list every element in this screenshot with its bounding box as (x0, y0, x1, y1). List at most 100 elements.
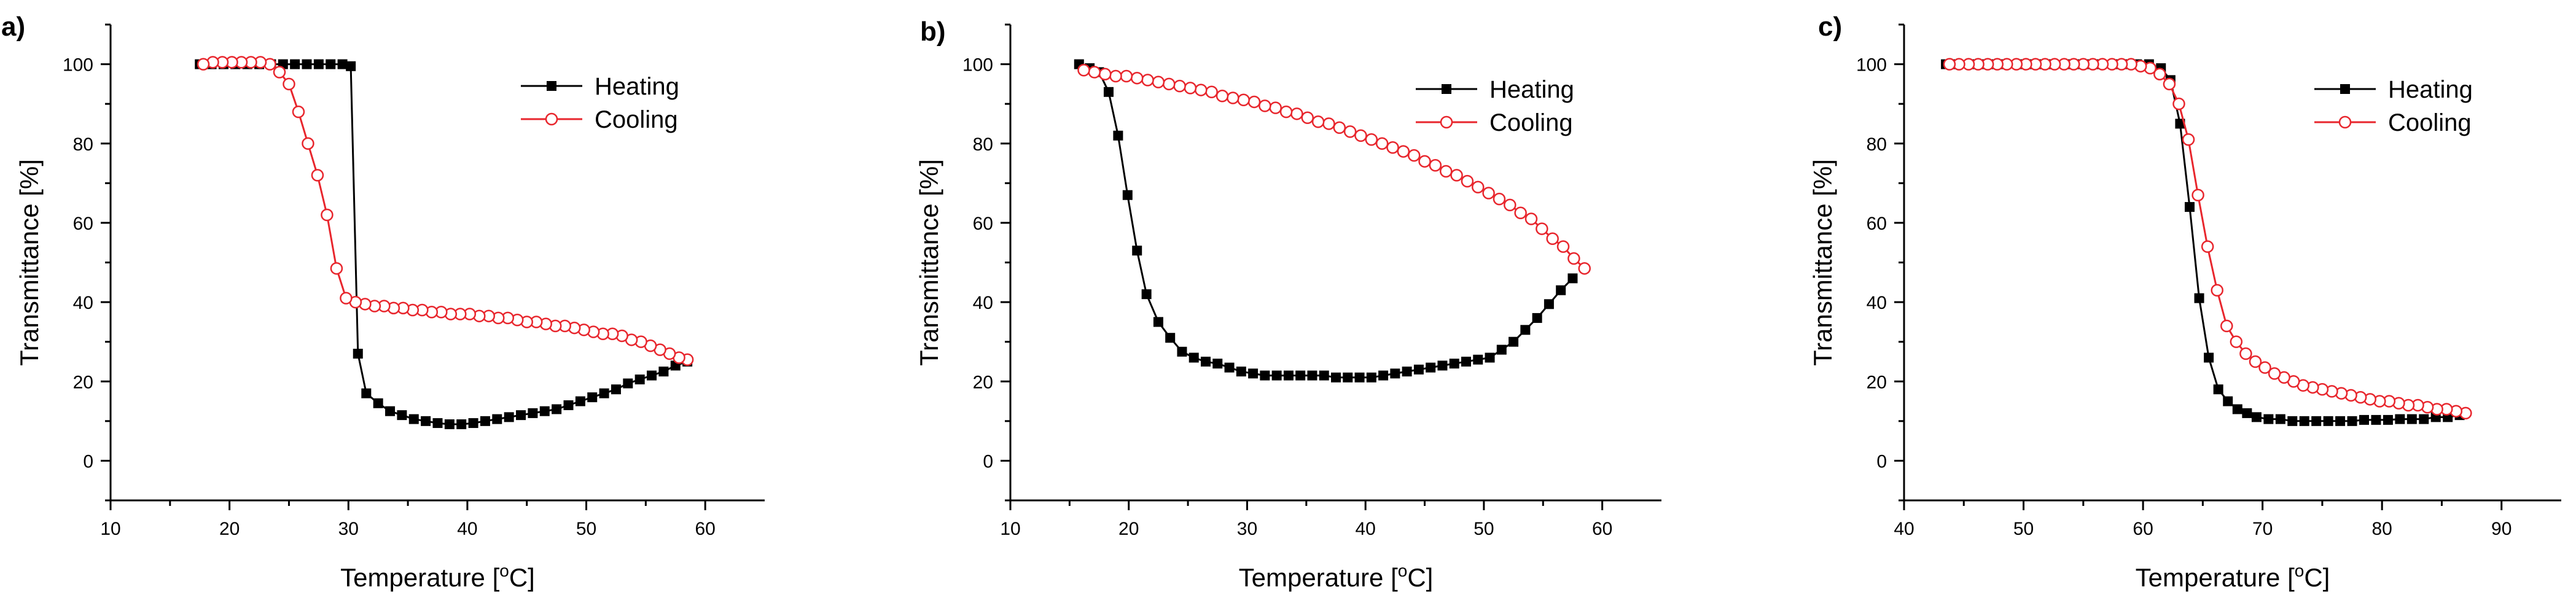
x-axis-title-unit: C] (2304, 563, 2330, 592)
data-point (1177, 346, 1187, 357)
data-point (2299, 416, 2309, 426)
data-point (444, 419, 455, 429)
data-point (2419, 414, 2429, 424)
data-point (1279, 105, 1293, 118)
data-point (1397, 145, 1410, 158)
x-tick-label: 20 (1118, 519, 1139, 539)
x-tick-label: 50 (2013, 519, 2034, 539)
data-point (1301, 111, 1314, 125)
data-point (1546, 232, 1559, 245)
x-tick-label: 60 (1592, 519, 1612, 539)
data-point (587, 392, 598, 403)
y-axis-title: Transmittance [%] (915, 159, 943, 366)
legend-label: Heating (2388, 76, 2473, 103)
y-tick-label: 20 (973, 372, 993, 392)
data-point (2192, 188, 2204, 201)
data-point (2184, 202, 2195, 212)
x-tick-label: 20 (219, 519, 240, 539)
x-tick-label: 50 (1473, 519, 1494, 539)
y-axis-title: Transmittance [%] (1808, 159, 1837, 366)
data-point (1103, 87, 1114, 97)
data-point (290, 59, 300, 69)
data-point (1532, 313, 1542, 323)
x-axis-title: Temperature [oC] (1239, 561, 1434, 592)
data-point (611, 384, 621, 395)
data-point (1578, 262, 1591, 275)
data-point (1402, 367, 1412, 377)
data-point (1450, 169, 1463, 182)
legend-marker (2338, 115, 2352, 129)
y-tick-label: 100 (63, 55, 93, 76)
data-point (1520, 325, 1531, 335)
data-point (2323, 416, 2333, 426)
data-point (2232, 404, 2242, 414)
legend-marker (1440, 115, 1453, 129)
data-point (1485, 352, 1495, 363)
series-cooling (197, 56, 694, 366)
y-tick-label: 40 (1867, 293, 1887, 313)
data-point (1216, 90, 1229, 103)
legend-entry-cooling: Cooling (521, 106, 678, 133)
data-point (1165, 333, 1176, 343)
data-point (516, 410, 526, 421)
data-point (2268, 367, 2281, 380)
data-point (2230, 335, 2243, 348)
data-point (2311, 416, 2322, 426)
data-point (1205, 85, 1218, 99)
data-point (1331, 372, 1341, 383)
data-point (1153, 317, 1163, 327)
y-tick-label: 100 (962, 55, 993, 76)
panel-label: b) (920, 17, 946, 47)
data-point (1260, 370, 1270, 381)
data-point (197, 58, 210, 71)
data-point (1236, 367, 1246, 377)
data-point (2406, 414, 2417, 424)
data-point (2371, 414, 2381, 425)
data-point (552, 404, 562, 414)
data-point (599, 388, 609, 398)
data-point (373, 398, 383, 408)
data-point (1122, 190, 1133, 200)
data-point (1524, 212, 1538, 225)
data-point (1307, 370, 1317, 381)
legend-marker (1442, 84, 1451, 94)
y-tick-label: 20 (1867, 372, 1887, 392)
x-tick-label: 10 (1000, 519, 1020, 539)
data-point (302, 137, 314, 150)
data-point (1426, 362, 1436, 373)
data-point (1509, 336, 1519, 347)
y-tick-label: 60 (73, 214, 93, 234)
data-point (1295, 370, 1306, 381)
legend-entry-heating: Heating (1416, 76, 1574, 103)
data-point (421, 416, 431, 426)
data-point (2194, 293, 2204, 303)
data-point (2204, 352, 2214, 363)
data-point (2263, 414, 2274, 424)
data-point (283, 77, 295, 91)
x-axis-title: Temperature [oC] (2136, 561, 2330, 592)
data-point (2249, 355, 2262, 368)
data-point (1132, 246, 1142, 256)
data-point (2182, 133, 2195, 146)
data-point (1473, 354, 1483, 365)
data-point (1195, 84, 1208, 96)
data-point (1429, 159, 1442, 172)
y-tick-label: 100 (1856, 55, 1887, 76)
data-point (432, 418, 443, 429)
x-tick-label: 60 (2133, 519, 2153, 539)
y-tick-label: 40 (973, 293, 993, 313)
data-point (1496, 344, 1507, 355)
x-tick-label: 70 (2252, 519, 2273, 539)
data-point (1354, 129, 1367, 142)
panel-c: 40 50 60 70 80 90 0 20 40 60 80 100 c) Temperature [o… (1808, 12, 2561, 592)
legend-label: Heating (595, 73, 679, 100)
data-point (1407, 149, 1421, 162)
data-point (1113, 130, 1123, 141)
x-tick-label: 40 (457, 519, 477, 539)
data-point (385, 406, 396, 416)
data-point (1248, 368, 1259, 379)
data-point (1544, 299, 1554, 309)
x-tick-label: 30 (1237, 519, 1257, 539)
data-point (1271, 370, 1282, 381)
x-axis-title-text: Temperature [ (1239, 563, 1398, 592)
